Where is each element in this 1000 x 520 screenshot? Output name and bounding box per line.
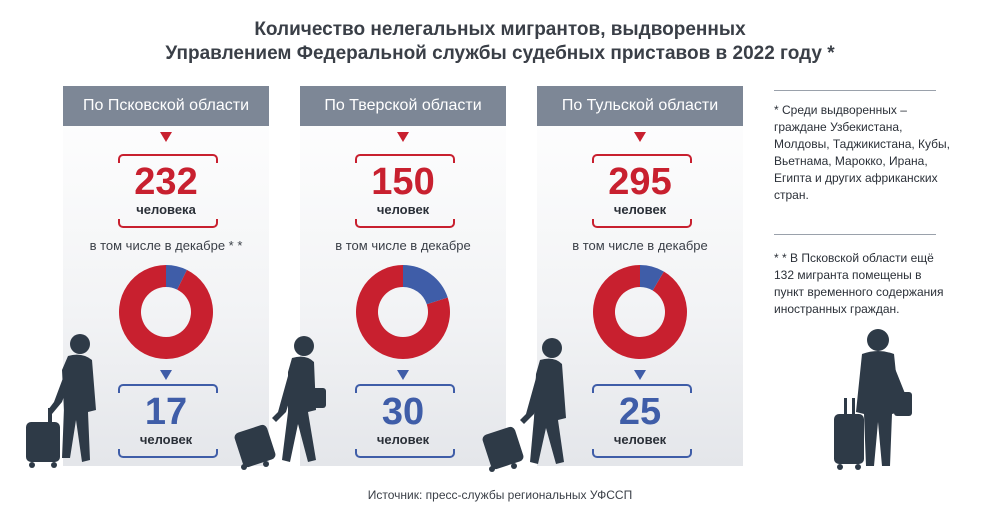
source-note: Источник: пресс-службы региональных УФСС… [367,488,633,502]
region-header: По Тульской области [537,86,743,126]
down-arrow-icon [397,370,409,380]
region-card-pskov: По Псковской области 232 человека в том … [63,86,269,466]
region-header: По Тверской области [300,86,506,126]
footnote-citizenship: * Среди выдворенных – граждане Узбекиста… [774,103,950,202]
traveler-silhouette-icon [482,338,566,472]
footnote-pskov: * * В Псковской области ещё 132 мигранта… [774,251,944,316]
down-arrow-icon [160,370,172,380]
december-value: 30 [381,391,425,433]
december-label: в том числе в декабре [335,238,471,253]
december-box: 17 человек [118,384,218,458]
donut-total-slice [593,265,687,359]
donut-chart [119,265,213,359]
december-value: 17 [144,391,188,433]
traveler-silhouette-icon [26,334,96,468]
down-arrow-icon [634,132,646,142]
total-unit: человек [376,202,430,217]
donut-chart [593,265,687,359]
note-divider [774,90,936,91]
donut-chart [356,265,450,359]
december-unit: человек [613,432,667,447]
down-arrow-icon [397,132,409,142]
december-label: в том числе в декабре [572,238,708,253]
december-box: 30 человек [355,384,455,458]
donut-december-slice [403,265,448,305]
december-unit: человек [376,432,430,447]
december-label: в том числе в декабре * * [89,238,243,253]
total-value: 150 [371,161,435,203]
region-header: По Псковской области [63,86,269,126]
total-value: 295 [608,161,672,203]
total-value: 232 [134,161,198,203]
region-card-tver: По Тверской области 150 человек в том чи… [300,86,506,466]
donut-december-slice [640,265,664,291]
note-divider [774,234,936,235]
donut-total-slice [119,265,213,359]
chart-title: Количество нелегальных мигрантов, выдвор… [0,18,1000,66]
down-arrow-icon [634,370,646,380]
december-box: 25 человек [592,384,692,458]
total-unit: человек [613,202,667,217]
donut-december-slice [166,265,187,290]
title-line-1: Количество нелегальных мигрантов, выдвор… [254,19,746,40]
traveler-silhouette-icon [234,336,326,470]
total-box: 150 человек [355,154,455,228]
title-line-2: Управлением Федеральной службы судебных … [165,43,835,64]
december-unit: человек [139,432,193,447]
total-box: 295 человек [592,154,692,228]
total-box: 232 человека [118,154,218,228]
down-arrow-icon [160,132,172,142]
region-card-tula: По Тульской области 295 человек в том чи… [537,86,743,466]
total-unit: человека [136,202,196,217]
december-value: 25 [618,391,662,433]
traveler-silhouette-icon [834,329,912,470]
donut-total-slice [356,265,450,359]
